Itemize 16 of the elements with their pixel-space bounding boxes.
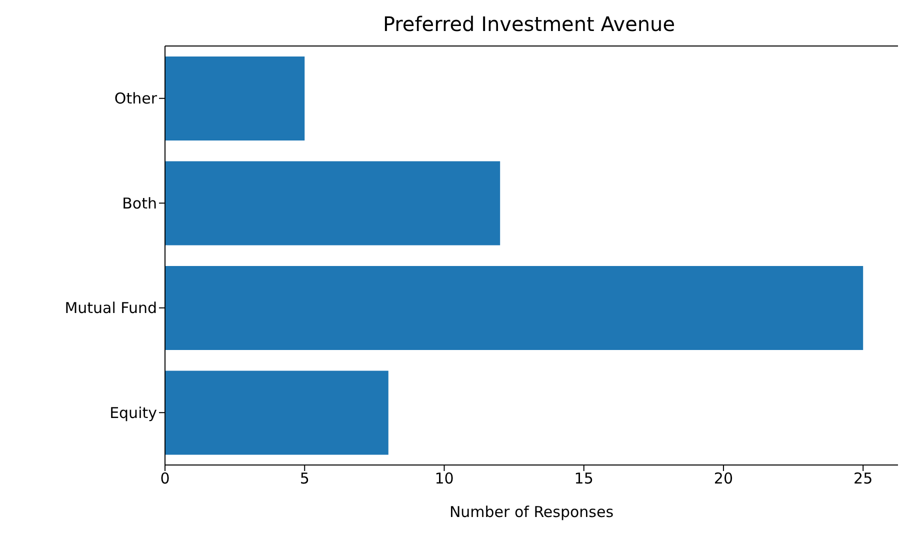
bar	[165, 56, 305, 140]
y-tick-label: Mutual Fund	[64, 299, 157, 318]
bar	[165, 266, 864, 350]
x-tick-label: 10	[434, 470, 454, 488]
y-tick-label: Both	[122, 194, 157, 212]
y-tick-label: Equity	[110, 404, 158, 422]
x-tick-label: 20	[714, 470, 734, 488]
y-tick-label: Other	[114, 90, 158, 108]
bar	[165, 161, 500, 246]
x-tick-label: 15	[574, 470, 594, 488]
x-tick-label: 25	[854, 470, 873, 488]
bar	[165, 370, 388, 455]
x-tick-label: 0	[160, 470, 170, 488]
x-axis-title: Number of Responses	[449, 503, 614, 521]
x-tick-label: 5	[300, 470, 310, 488]
chart-title: Preferred Investment Avenue	[382, 12, 676, 36]
